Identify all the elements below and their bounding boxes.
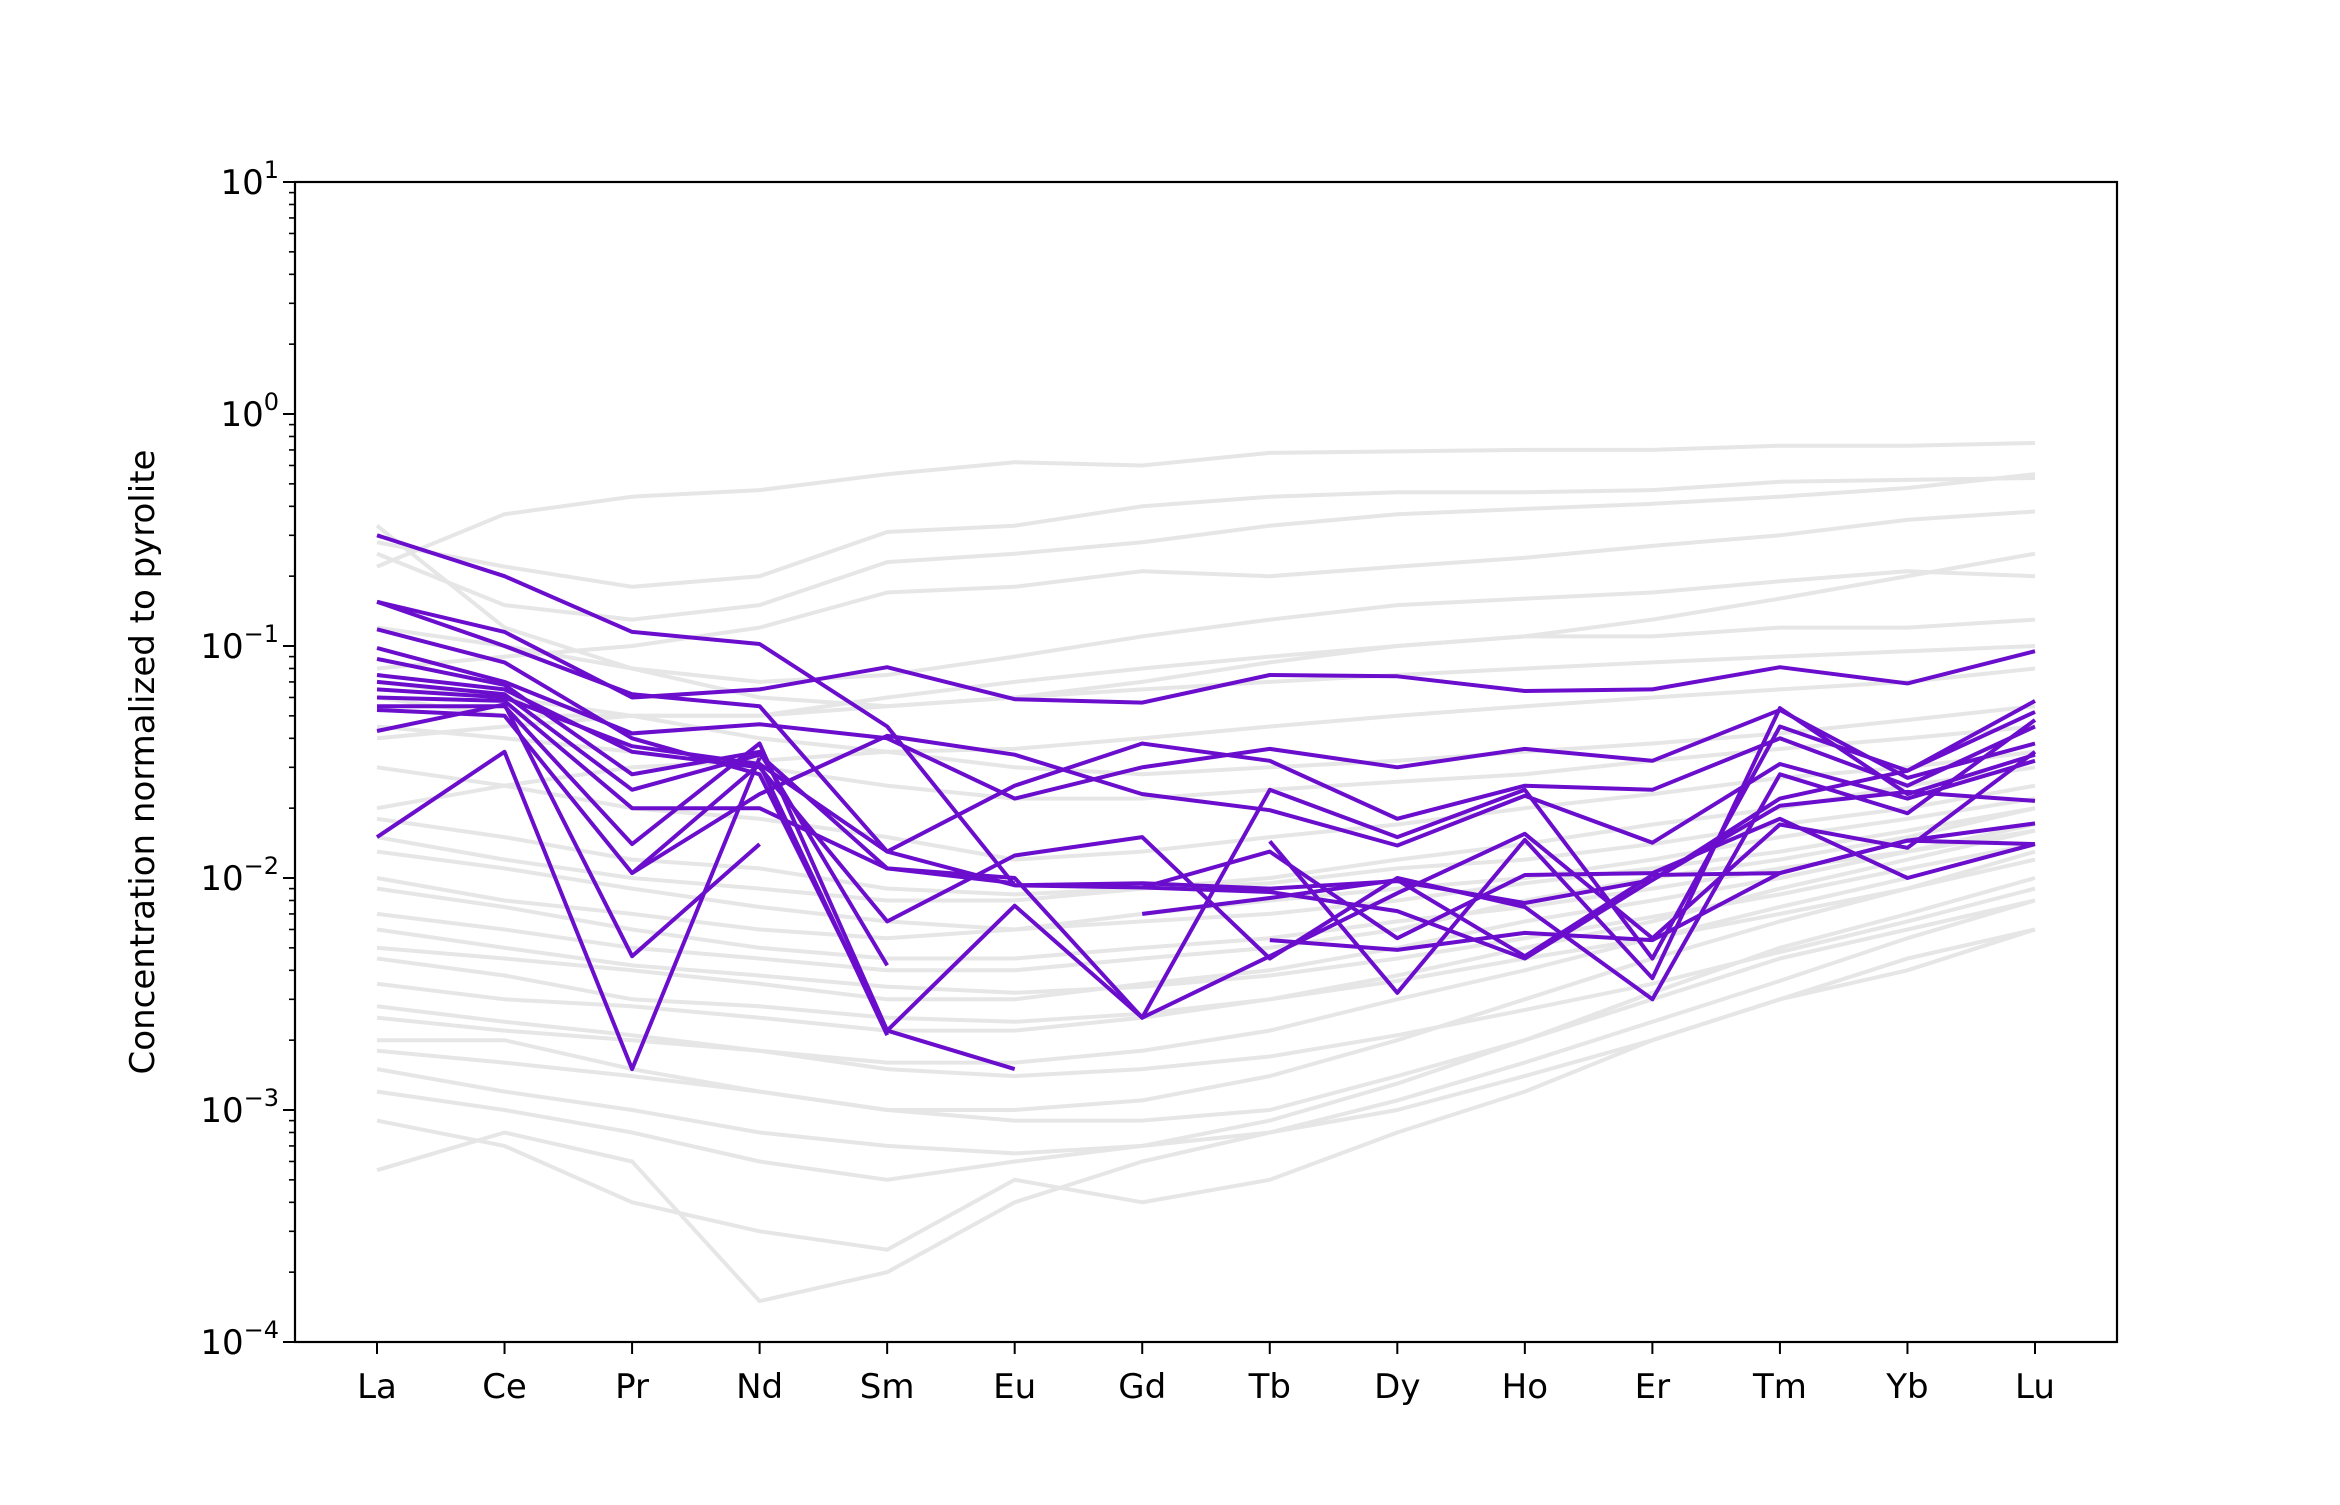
- y-tick-label: 100: [220, 388, 279, 435]
- plot-frame: [293, 180, 2119, 1344]
- background-series-line-29: [376, 886, 2036, 1079]
- y-tick-label: 10−2: [200, 852, 279, 899]
- highlight-series-line-12: [376, 708, 2036, 876]
- highlight-series-line-8: [376, 679, 2036, 1020]
- background-series-line-14: [376, 822, 2036, 1002]
- highlight-series-line-6: [376, 656, 889, 967]
- y-tick-label: 10−3: [200, 1084, 279, 1131]
- highlight-series-line-16: [1141, 816, 2036, 941]
- background-series-line-4: [376, 472, 2036, 622]
- y-tick-label: 10−1: [200, 620, 279, 667]
- x-tick-label-dy: Dy: [1374, 1367, 1420, 1407]
- x-tick-label-gd: Gd: [1118, 1367, 1166, 1407]
- background-series-line-21: [377, 898, 2036, 1123]
- x-tick-label-la: La: [357, 1367, 397, 1407]
- x-tick-label-yb: Yb: [1885, 1367, 1928, 1407]
- background-series-line-1: [375, 524, 2036, 709]
- background-series-line-9: [376, 666, 2036, 811]
- x-tick-label-nd: Nd: [736, 1367, 783, 1407]
- background-series-line-16: [376, 842, 2036, 1065]
- background-series-line-28: [376, 679, 2036, 777]
- x-tick-label-ce: Ce: [482, 1367, 527, 1407]
- background-series-line-3: [376, 476, 2036, 589]
- background-series-line-30: [376, 898, 2036, 1156]
- background-series-line-8: [376, 644, 2036, 741]
- highlight-series-line-7: [376, 673, 2037, 1002]
- highlight-series-line-15: [630, 762, 2036, 1037]
- background-series-line-25: [376, 806, 2036, 932]
- x-tick-label-er: Er: [1635, 1367, 1670, 1407]
- y-tick-label: 10−4: [200, 1316, 279, 1363]
- x-tick-label-ho: Ho: [1502, 1367, 1548, 1407]
- highlight-series-line-11: [377, 704, 2037, 1033]
- x-tick-label-sm: Sm: [860, 1367, 915, 1407]
- y-tick-label: 101: [220, 156, 279, 203]
- highlight-series-line-13: [376, 702, 2036, 995]
- highlight-series-line-9: [376, 687, 2036, 854]
- background-series-line-22: [376, 857, 2036, 1024]
- background-series-line-6: [376, 569, 2036, 684]
- background-series-line-5: [376, 509, 2036, 671]
- x-axis: La Ce Pr Nd Sm Eu Gd Tb Dy Ho Er Tm Yb Lu: [357, 1342, 2055, 1407]
- x-tick-label-eu: Eu: [993, 1367, 1036, 1407]
- x-tick-label-tm: Tm: [1752, 1367, 1807, 1407]
- x-tick-label-lu: Lu: [2015, 1367, 2055, 1407]
- highlight-series-line-10: [376, 695, 1015, 886]
- background-series-line-17: [376, 849, 2036, 1112]
- background-series-line-13: [376, 806, 2036, 973]
- background-series-line-20: [376, 927, 2036, 1252]
- highlight-series-group: [375, 533, 2037, 1072]
- background-series-line-2: [376, 441, 2036, 569]
- y-axis-label: Concentration normalized to pyrolite: [123, 450, 163, 1075]
- highlight-series-line-1: [376, 533, 2036, 905]
- background-series-line-23: [376, 842, 2036, 995]
- y-axis: 10−4 10−3 10−2 10−1 100 101: [200, 156, 295, 1363]
- highlight-series-line-5: [376, 646, 2036, 801]
- x-tick-label-pr: Pr: [615, 1367, 649, 1407]
- x-tick-label-tb: Tb: [1248, 1367, 1291, 1407]
